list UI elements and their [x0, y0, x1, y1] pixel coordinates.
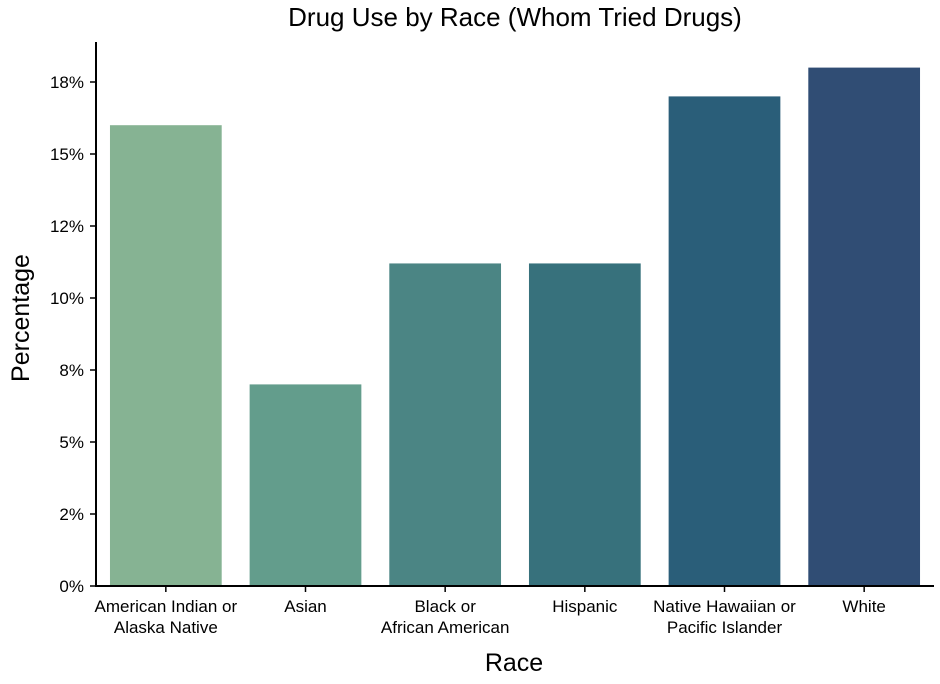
bar-4 [668, 96, 781, 587]
x-tick-label-3: Hispanic [552, 597, 618, 616]
bar-2 [389, 263, 502, 586]
x-tick-label-5: White [842, 597, 885, 616]
y-tick-label-5: 12% [50, 217, 84, 236]
bar-0 [109, 125, 222, 586]
y-axis-ticks: 0% 2% 5% 8% 10% 12% 15% 18% [50, 73, 96, 596]
x-axis-ticks: American Indian or Alaska Native Asian Blac… [94, 586, 886, 637]
x-tick-label-4-line-0: Native Hawaiian or [653, 597, 796, 616]
bars-group [109, 67, 921, 587]
bar-1 [249, 384, 362, 586]
y-tick-label-6: 15% [50, 145, 84, 164]
bar-3 [528, 263, 641, 586]
x-tick-label-1: Asian [284, 597, 327, 616]
y-tick-label-1: 2% [59, 505, 84, 524]
y-tick-label-0: 0% [59, 577, 84, 596]
y-tick-label-4: 10% [50, 289, 84, 308]
x-tick-label-0-line-1: Alaska Native [114, 618, 218, 637]
y-tick-label-2: 5% [59, 433, 84, 452]
y-tick-label-7: 18% [50, 73, 84, 92]
bar-5 [808, 67, 921, 587]
x-tick-label-2-line-1: African American [381, 618, 510, 637]
chart-title: Drug Use by Race (Whom Tried Drugs) [288, 2, 742, 32]
y-axis-label: Percentage [7, 254, 35, 382]
y-tick-label-3: 8% [59, 361, 84, 380]
x-axis-label: Race [485, 649, 543, 677]
x-tick-label-2-line-0: Black or [414, 597, 476, 616]
x-tick-label-0-line-0: American Indian or [94, 597, 237, 616]
x-tick-label-4-line-1: Pacific Islander [667, 618, 783, 637]
